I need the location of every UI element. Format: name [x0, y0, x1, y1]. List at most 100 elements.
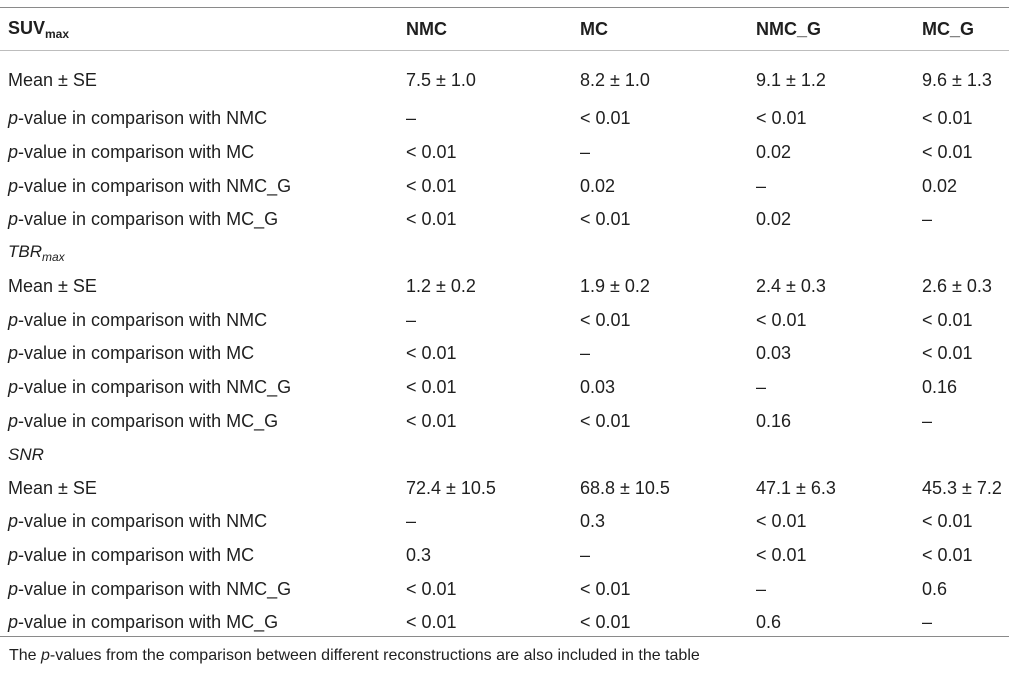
header-label-suvmax: SUVmax [8, 17, 70, 41]
table-cell: < 0.01 [756, 544, 807, 565]
table-cell: 72.4 ± 10.5 [406, 477, 496, 498]
table-row: p-value in comparison with MC 0.3 – < 0.… [0, 539, 1009, 573]
table-cell: < 0.01 [580, 309, 631, 330]
table-row: p-value in comparison with MC_G < 0.01 <… [0, 606, 1009, 640]
table-row: Mean ± SE 72.4 ± 10.5 68.8 ± 10.5 47.1 ±… [0, 471, 1009, 505]
table-row: p-value in comparison with NMC_G < 0.01 … [0, 169, 1009, 203]
row-label-p-mcg: p-value in comparison with MC_G [8, 612, 279, 633]
table-cell: 1.2 ± 0.2 [406, 276, 476, 297]
table-cell: 47.1 ± 6.3 [756, 477, 836, 498]
table-cell: 0.3 [406, 544, 432, 565]
table-cell: – [406, 511, 417, 532]
table-cell: < 0.01 [580, 209, 631, 230]
row-label-mean: Mean ± SE [8, 477, 97, 498]
table-cell: < 0.01 [922, 511, 973, 532]
table-cell: – [406, 309, 417, 330]
table-row: p-value in comparison with MC < 0.01 – 0… [0, 136, 1009, 170]
table-cell: < 0.01 [922, 108, 973, 129]
table-cell: 0.3 [580, 511, 606, 532]
table-cell: – [756, 175, 767, 196]
table-cell: – [922, 209, 933, 230]
row-label-p-nmcg: p-value in comparison with NMC_G [8, 377, 292, 398]
table-cell: 1.9 ± 0.2 [580, 276, 650, 297]
row-label-p-nmc: p-value in comparison with NMC [8, 108, 268, 129]
table-cell: 68.8 ± 10.5 [580, 477, 670, 498]
table-cell: – [922, 410, 933, 431]
section-row-snr: SNR [0, 438, 1009, 471]
table-cell: 2.4 ± 0.3 [756, 276, 826, 297]
table-cell: – [922, 612, 933, 633]
table-cell: < 0.01 [406, 377, 457, 398]
table-cell: < 0.01 [580, 612, 631, 633]
table-cell: < 0.01 [406, 209, 457, 230]
table-cell: < 0.01 [406, 175, 457, 196]
row-label-p-nmc: p-value in comparison with NMC [8, 511, 268, 532]
table-cell: < 0.01 [756, 108, 807, 129]
row-label-p-mcg: p-value in comparison with MC_G [8, 209, 279, 230]
results-table: SUVmax NMC MC NMC_G MC_G Mean ± SE 7.5 ±… [0, 8, 1009, 640]
row-label-p-mc: p-value in comparison with MC [8, 142, 255, 163]
table-cell: 0.02 [580, 175, 616, 196]
table-cell: 2.6 ± 0.3 [922, 276, 992, 297]
row-label-p-nmcg: p-value in comparison with NMC_G [8, 175, 292, 196]
table-cell: 0.02 [922, 175, 958, 196]
row-label-p-mc: p-value in comparison with MC [8, 544, 255, 565]
table-cell: < 0.01 [922, 309, 973, 330]
table-cell: < 0.01 [406, 343, 457, 364]
table-cell: 0.6 [922, 578, 948, 599]
table-bottom-rule [0, 636, 1009, 637]
table-cell: < 0.01 [406, 578, 457, 599]
section-title-snr: SNR [8, 444, 44, 464]
row-label-p-nmc: p-value in comparison with NMC [8, 309, 268, 330]
table-cell: 45.3 ± 7.2 [922, 477, 1002, 498]
table-cell: < 0.01 [406, 612, 457, 633]
table-row: Mean ± SE 7.5 ± 1.0 8.2 ± 1.0 9.1 ± 1.2 … [0, 50, 1009, 102]
table-row: p-value in comparison with MC_G < 0.01 <… [0, 405, 1009, 439]
table-cell: < 0.01 [922, 343, 973, 364]
table-row: p-value in comparison with NMC_G < 0.01 … [0, 371, 1009, 405]
table-cell: 9.6 ± 1.3 [922, 69, 992, 90]
table-cell: < 0.01 [580, 108, 631, 129]
table-cell: < 0.01 [406, 410, 457, 431]
table-cell: < 0.01 [922, 544, 973, 565]
table-row: p-value in comparison with NMC – < 0.01 … [0, 303, 1009, 337]
table-cell: < 0.01 [406, 142, 457, 163]
header-col-nmc: NMC [406, 18, 447, 39]
table-cell: < 0.01 [580, 578, 631, 599]
table-row: p-value in comparison with MC_G < 0.01 <… [0, 203, 1009, 237]
table-cell: – [756, 377, 767, 398]
table-cell: 0.03 [756, 343, 792, 364]
header-row: SUVmax NMC MC NMC_G MC_G [0, 8, 1009, 50]
table-cell: – [756, 578, 767, 599]
table-cell: < 0.01 [756, 309, 807, 330]
table-row: Mean ± SE 1.2 ± 0.2 1.9 ± 0.2 2.4 ± 0.3 … [0, 270, 1009, 304]
table-cell: < 0.01 [580, 410, 631, 431]
table-cell: – [580, 142, 591, 163]
section-title-tbrmax: TBRmax [8, 242, 65, 265]
table-cell: 0.16 [756, 410, 792, 431]
row-label-p-mcg: p-value in comparison with MC_G [8, 410, 279, 431]
table-cell: – [406, 108, 417, 129]
header-col-nmcg: NMC_G [756, 18, 822, 39]
row-label-p-mc: p-value in comparison with MC [8, 343, 255, 364]
table-cell: – [580, 343, 591, 364]
row-label-mean: Mean ± SE [8, 69, 97, 90]
table-cell: 7.5 ± 1.0 [406, 69, 476, 90]
table-cell: 0.6 [756, 612, 782, 633]
table-row: p-value in comparison with NMC_G < 0.01 … [0, 572, 1009, 606]
table-footnote: The p-values from the comparison between… [9, 647, 700, 664]
table-cell: 0.16 [922, 377, 958, 398]
table-cell: 0.03 [580, 377, 616, 398]
table-cell: 8.2 ± 1.0 [580, 69, 650, 90]
table-header-rule [0, 50, 1009, 51]
header-col-mc: MC [580, 18, 608, 39]
table-cell: < 0.01 [922, 142, 973, 163]
table-row: p-value in comparison with NMC – 0.3 < 0… [0, 505, 1009, 539]
table-top-rule [0, 7, 1009, 8]
header-col-mcg: MC_G [922, 18, 975, 39]
row-label-mean: Mean ± SE [8, 276, 97, 297]
table-cell: – [580, 544, 591, 565]
table-row: p-value in comparison with MC < 0.01 – 0… [0, 337, 1009, 371]
table-cell: < 0.01 [756, 511, 807, 532]
table-cell: 9.1 ± 1.2 [756, 69, 826, 90]
